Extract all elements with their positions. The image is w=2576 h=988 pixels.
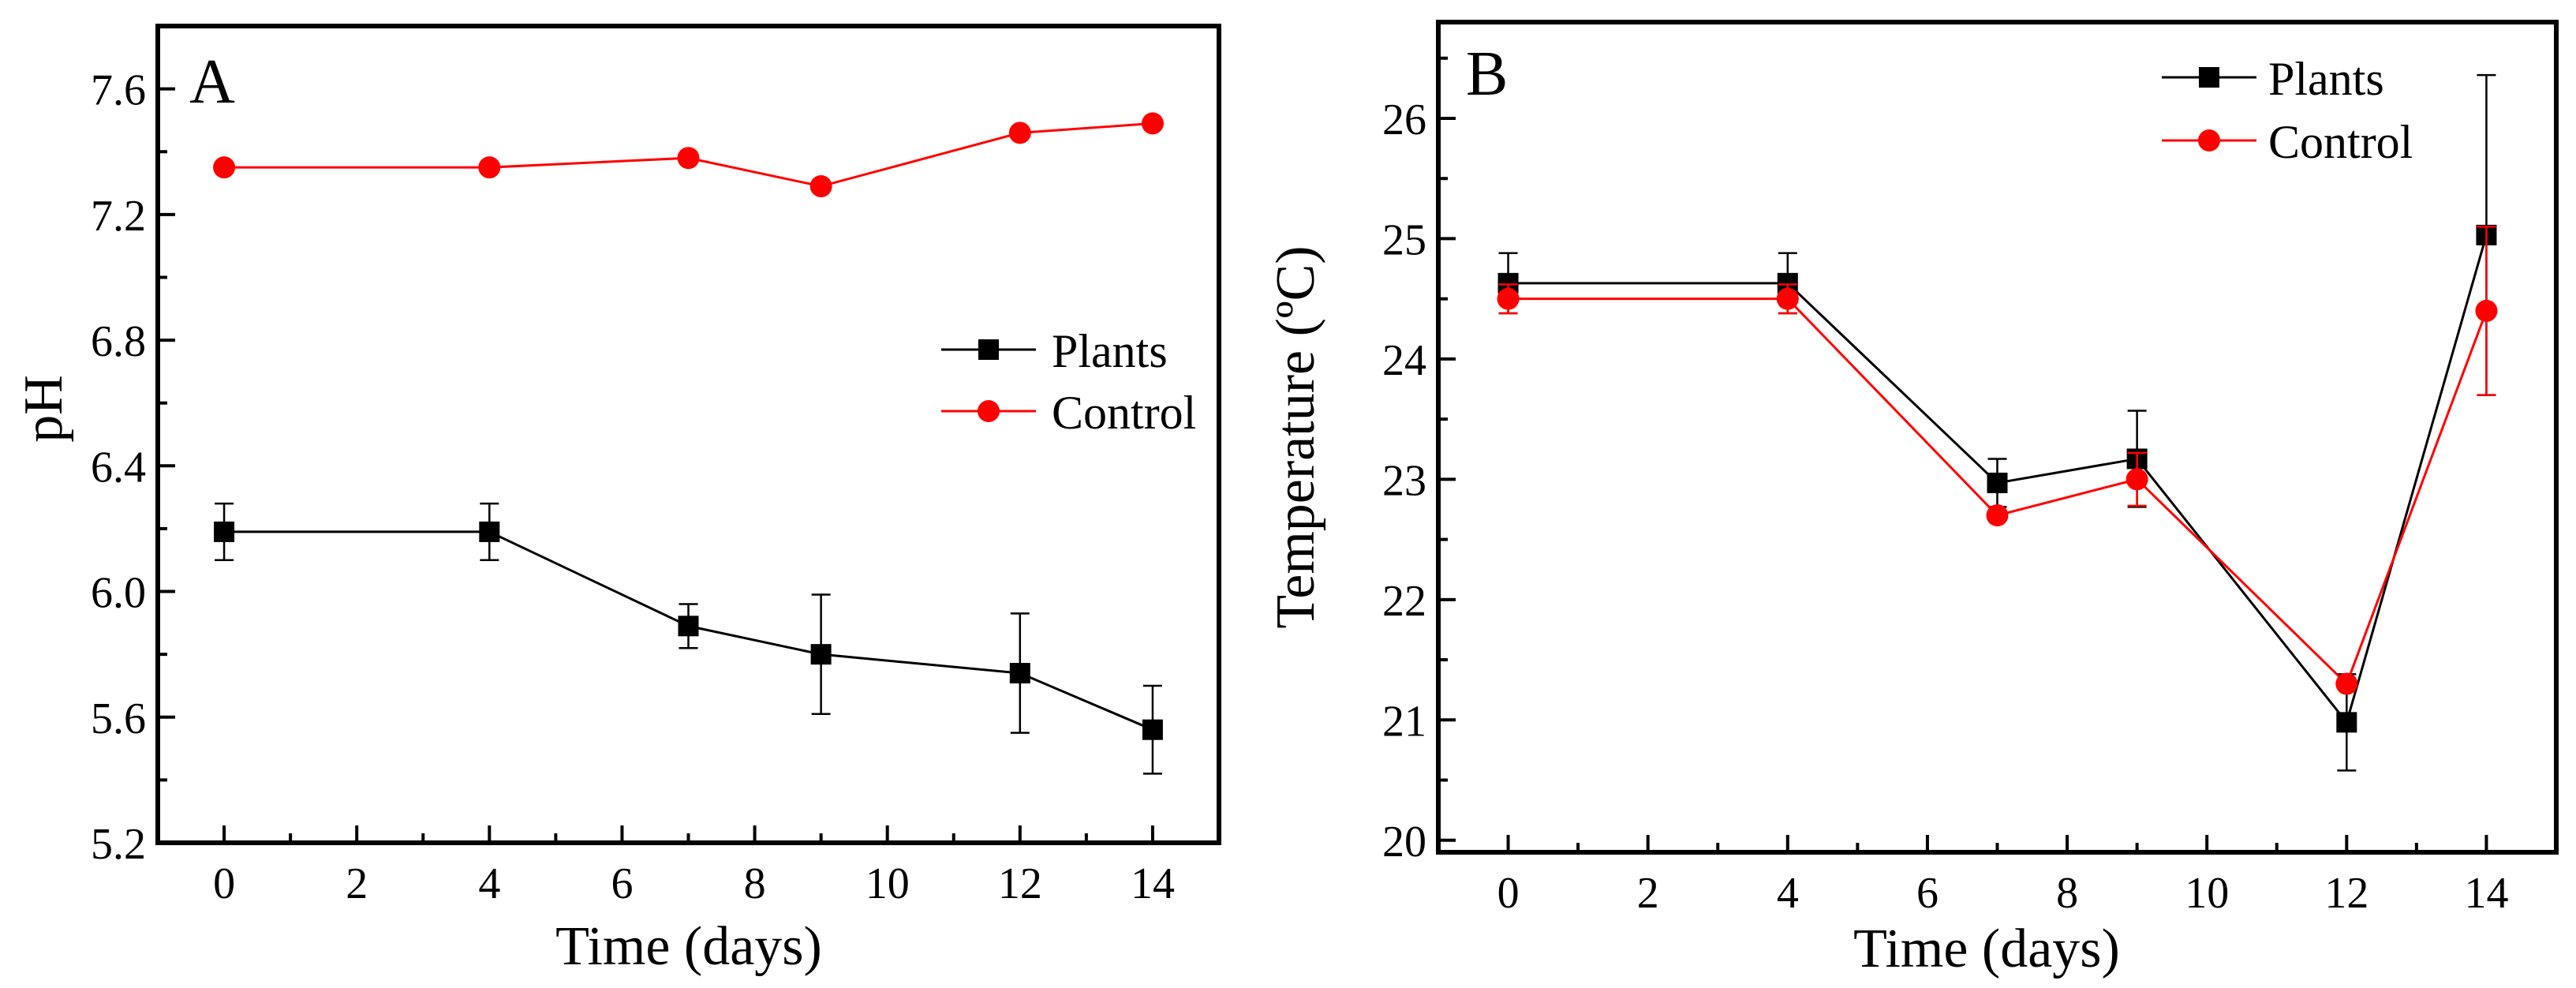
plants-series-line [1508, 234, 2488, 725]
panel-a-series [213, 112, 1164, 775]
panel-a-x-axis-label: Time (days) [555, 916, 822, 977]
legend-control-marker [978, 400, 1000, 422]
control-series-line [1508, 298, 2488, 687]
plants-series-line [224, 530, 1153, 732]
y-tick-label: 6.4 [91, 443, 146, 492]
x-tick-label: 0 [1497, 869, 1520, 918]
control-data-point [1141, 112, 1164, 135]
legend-control-marker [2198, 129, 2220, 152]
panel-a-x-ticks: 0 2 4 6 8 10 12 14 [213, 825, 1175, 908]
y-tick-label: 23 [1382, 456, 1426, 505]
x-tick-label: 14 [2464, 869, 2508, 918]
x-tick-label: 10 [2185, 869, 2229, 918]
legend-plants-label: Plants [2268, 53, 2384, 105]
control-data-point [1497, 287, 1520, 310]
panel-b-y-ticks: 20 21 22 23 24 25 26 [1382, 56, 1456, 866]
panel-b-x-axis-label: Time (days) [1853, 919, 2120, 979]
panel-b-x-ticks: 0 2 4 6 8 10 12 14 [1497, 835, 2508, 918]
y-tick-label: 6.8 [91, 317, 146, 366]
panel-a-chart: A Time (days) pH 0 2 4 6 8 10 12 14 5.2 5.6 6.0 6.… [13, 24, 1221, 977]
plants-data-point [810, 644, 832, 665]
y-tick-label: 5.6 [91, 694, 146, 743]
x-tick-label: 2 [1637, 869, 1659, 918]
control-data-point [478, 156, 501, 179]
plants-data-point [1009, 663, 1030, 684]
legend-plants-label: Plants [1052, 325, 1168, 377]
plants-data-point [2336, 712, 2357, 733]
y-tick-label: 7.6 [91, 66, 146, 115]
control-data-point [2125, 468, 2148, 491]
legend-control-label: Control [2268, 116, 2413, 168]
panel-b-series [1497, 73, 2498, 772]
control-data-point [2475, 299, 2498, 322]
control-data-point [677, 147, 700, 170]
y-tick-label: 6.0 [91, 569, 146, 618]
x-tick-label: 4 [1777, 869, 1799, 918]
legend-plants-marker [2199, 67, 2219, 88]
x-tick-label: 6 [1916, 869, 1939, 918]
control-data-point [1776, 287, 1799, 310]
x-tick-label: 14 [1131, 859, 1175, 908]
plants-data-point [479, 521, 500, 542]
y-tick-label: 24 [1382, 336, 1426, 385]
panel-b-chart: B Time (days) Temperature (ºC) 0 2 4 6 8 10 12… [1266, 20, 2559, 979]
panel-a-label: A [189, 47, 235, 117]
panel-b-legend: Plants Control [2162, 53, 2413, 168]
y-tick-label: 26 [1382, 95, 1426, 144]
x-tick-label: 10 [866, 859, 910, 908]
plants-data-point [1142, 719, 1163, 740]
control-data-point [1008, 122, 1031, 144]
panel-a-y-axis-label: pH [13, 375, 74, 443]
control-data-point [213, 156, 236, 179]
control-data-point [809, 175, 832, 198]
plants-data-point [1987, 472, 2008, 493]
plants-data-point [678, 616, 699, 637]
panel-a-y-ticks: 5.2 5.6 6.0 6.4 6.8 7.2 7.6 [91, 24, 175, 869]
y-tick-label: 25 [1382, 215, 1426, 264]
x-tick-label: 2 [346, 859, 368, 908]
y-tick-label: 22 [1382, 577, 1426, 626]
legend-plants-marker [978, 339, 999, 360]
y-tick-label: 21 [1382, 697, 1426, 746]
x-tick-label: 8 [2056, 869, 2078, 918]
x-tick-label: 0 [213, 859, 235, 908]
y-tick-label: 7.2 [91, 192, 146, 241]
x-tick-label: 12 [998, 859, 1042, 908]
control-series-line [224, 122, 1153, 188]
plants-data-point [214, 521, 235, 542]
x-tick-label: 6 [611, 859, 633, 908]
control-data-point [2335, 672, 2358, 695]
y-tick-label: 5.2 [91, 820, 146, 869]
panel-b-label: B [1466, 39, 1508, 109]
control-data-point [1986, 504, 2009, 527]
panel-a-legend: Plants Control [941, 325, 1196, 439]
legend-control-label: Control [1052, 387, 1196, 439]
y-tick-label: 20 [1382, 818, 1426, 866]
x-tick-label: 4 [478, 859, 500, 908]
panel-b-y-axis-label: Temperature (ºC) [1266, 245, 1326, 628]
x-tick-label: 8 [744, 859, 766, 908]
x-tick-label: 12 [2324, 869, 2368, 918]
